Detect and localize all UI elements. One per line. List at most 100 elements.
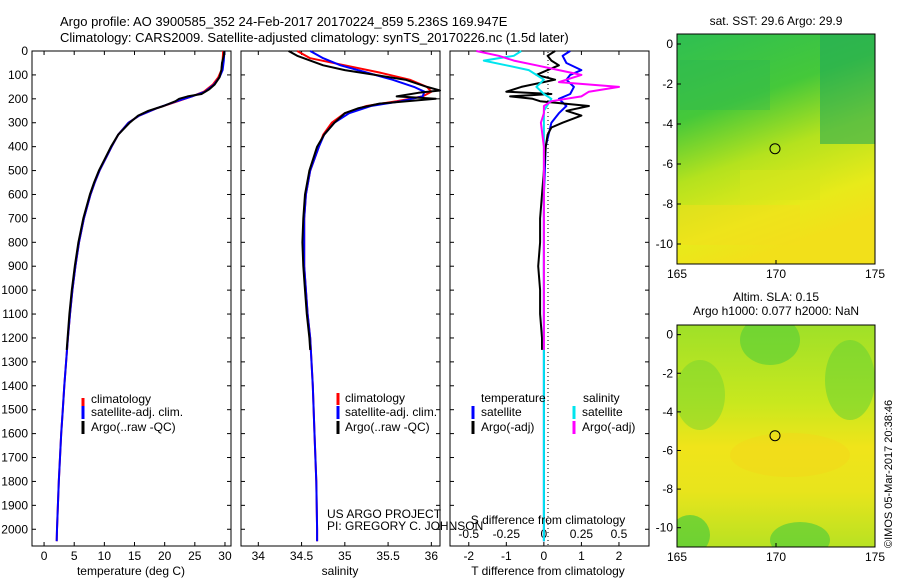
- x-tick-label: -2: [463, 549, 474, 563]
- x-tick-label: 35: [338, 549, 352, 563]
- sst-warm-patch: [680, 205, 800, 245]
- credit-project: US ARGO PROJECT: [327, 507, 442, 521]
- difference-axes: [449, 50, 650, 547]
- sla-low-blob: [677, 360, 725, 430]
- lat-tick-label: -2: [662, 366, 673, 380]
- depth-tick-label: 1500: [1, 403, 28, 417]
- legend-label-sal-argo: Argo(-adj): [582, 420, 635, 434]
- x-tick-label: 0: [541, 549, 548, 563]
- difference-xlabel-top: S difference from climatology: [471, 513, 626, 527]
- sst-map-ticks: 165 170 175 0 -2 -4 -6 -8 -10: [656, 37, 886, 281]
- x-tick-label: 2: [616, 549, 623, 563]
- depth-tick-label: 1600: [1, 427, 28, 441]
- series-line-argo-raw-qc-: [65, 50, 226, 350]
- legend-label-climatology: climatology: [91, 392, 151, 406]
- lon-tick-label: 170: [766, 550, 786, 564]
- lat-tick-label: 0: [666, 37, 673, 51]
- difference-legend: temperature salinity satellite Argo(-adj…: [471, 391, 635, 434]
- depth-tick-label: 1700: [1, 451, 28, 465]
- legend-title-temperature: temperature: [481, 391, 546, 405]
- depth-tick-label: 0: [21, 44, 28, 58]
- temperature-x-ticks: 0 5 10 15 20 25 30: [41, 51, 232, 563]
- salinity-axes: [240, 50, 441, 547]
- lat-tick-label: 0: [666, 328, 673, 342]
- depth-tick-label: 100: [8, 68, 28, 82]
- sla-low-blob: [677, 515, 710, 547]
- sst-map-title: sat. SST: 29.6 Argo: 29.9: [710, 14, 843, 28]
- series-line-satellite-adj-clim-: [55, 50, 226, 542]
- imos-watermark: ©IMOS 05-Mar-2017 20:38:46: [883, 400, 895, 548]
- argo-location-marker: [769, 143, 781, 155]
- depth-tick-label: 200: [8, 92, 28, 106]
- salinity-panel: 34 34.5 35 35.5 36 salinity climatology sate…: [240, 50, 483, 578]
- header-line2: Climatology: CARS2009. Satellite-adjuste…: [60, 30, 569, 45]
- difference-lines: [476, 50, 620, 542]
- s-tick-label: 0.25: [570, 527, 594, 541]
- x-tick-label: 15: [128, 549, 142, 563]
- temperature-xlabel: temperature (deg C): [77, 564, 185, 578]
- legend-label-climatology: climatology: [345, 391, 405, 405]
- legend-label-argo: Argo(..raw -QC): [345, 420, 430, 434]
- depth-tick-label: 300: [8, 116, 28, 130]
- depth-tick-label: 1400: [1, 379, 28, 393]
- lat-tick-label: -4: [662, 405, 673, 419]
- x-tick-label: 35.5: [376, 549, 400, 563]
- sla-low-blob: [770, 522, 830, 547]
- depth-tick-label: 600: [8, 187, 28, 201]
- x-tick-label: 0: [41, 549, 48, 563]
- x-tick-label: 20: [158, 549, 172, 563]
- series-line-climatology: [55, 50, 225, 542]
- sla-field-texture: [677, 325, 875, 547]
- depth-tick-label: 1000: [1, 283, 28, 297]
- sla-map-panel: Altim. SLA: 0.15 Argo h1000: 0.077 h2000…: [656, 290, 886, 564]
- legend-label-satellite: satellite-adj. clim.: [345, 405, 437, 419]
- depth-tick-label: 1900: [1, 498, 28, 512]
- legend-label-temp-satellite: satellite: [481, 405, 522, 419]
- x-tick-label: 34: [252, 549, 266, 563]
- lat-tick-label: -6: [662, 157, 673, 171]
- sst-field-texture: [680, 34, 875, 245]
- lon-tick-label: 170: [766, 267, 786, 281]
- legend-label-argo: Argo(..raw -QC): [91, 420, 176, 434]
- depth-tick-label: 1800: [1, 474, 28, 488]
- lon-tick-label: 175: [865, 267, 885, 281]
- salinity-x-ticks: 34 34.5 35 35.5 36: [252, 51, 439, 563]
- sla-map-subtitle: Argo h1000: 0.077 h2000: NaN: [693, 304, 859, 318]
- salinity-xlabel: salinity: [322, 564, 359, 578]
- sst-warm-patch: [740, 170, 820, 200]
- depth-tick-label: 800: [8, 235, 28, 249]
- x-tick-label: 1: [578, 549, 585, 563]
- x-tick-label: 36: [425, 549, 439, 563]
- difference-panel: -2 -1 0 1 2 -0.5 -0.25 0 0.25 0.5 T difference f…: [449, 50, 650, 578]
- temperature-legend: climatology satellite-adj. clim. Argo(..…: [81, 392, 183, 434]
- series-line-satellite-adj-clim-: [303, 50, 426, 542]
- sst-cool-patch: [820, 34, 875, 144]
- legend-label-temp-argo: Argo(-adj): [481, 420, 534, 434]
- sst-cool-patch: [680, 60, 770, 110]
- argo-location-marker: [769, 430, 781, 442]
- x-tick-label: -1: [501, 549, 512, 563]
- series-line-temperature-argo-adj-: [505, 50, 590, 350]
- lat-tick-label: -10: [656, 521, 674, 535]
- legend-title-salinity: salinity: [583, 391, 620, 405]
- x-tick-label: 10: [98, 549, 112, 563]
- s-tick-label: 0.5: [611, 527, 628, 541]
- header-line1: Argo profile: AO 3900585_352 24-Feb-2017…: [60, 14, 508, 29]
- x-tick-label: 34.5: [290, 549, 314, 563]
- series-line-salinity-argo-adj-: [476, 50, 620, 350]
- lat-tick-label: -6: [662, 443, 673, 457]
- depth-tick-label: 900: [8, 259, 28, 273]
- lat-tick-label: -4: [662, 117, 673, 131]
- credit-pi: PI: GREGORY C. JOHNSON: [327, 519, 483, 533]
- series-line-climatology: [296, 50, 433, 542]
- depth-tick-label: 500: [8, 164, 28, 178]
- depth-tick-label: 1100: [2, 307, 28, 321]
- temperature-lines: [55, 50, 226, 542]
- lat-tick-label: -8: [662, 197, 673, 211]
- depth-tick-label: 1300: [1, 355, 28, 369]
- s-tick-label: -0.5: [458, 527, 479, 541]
- temperature-panel: 0 5 10 15 20 25 30 temperature (deg C) climato…: [31, 50, 232, 578]
- lon-tick-label: 165: [667, 550, 687, 564]
- series-line-argo-raw-qc-: [288, 50, 441, 350]
- x-tick-label: 30: [218, 549, 232, 563]
